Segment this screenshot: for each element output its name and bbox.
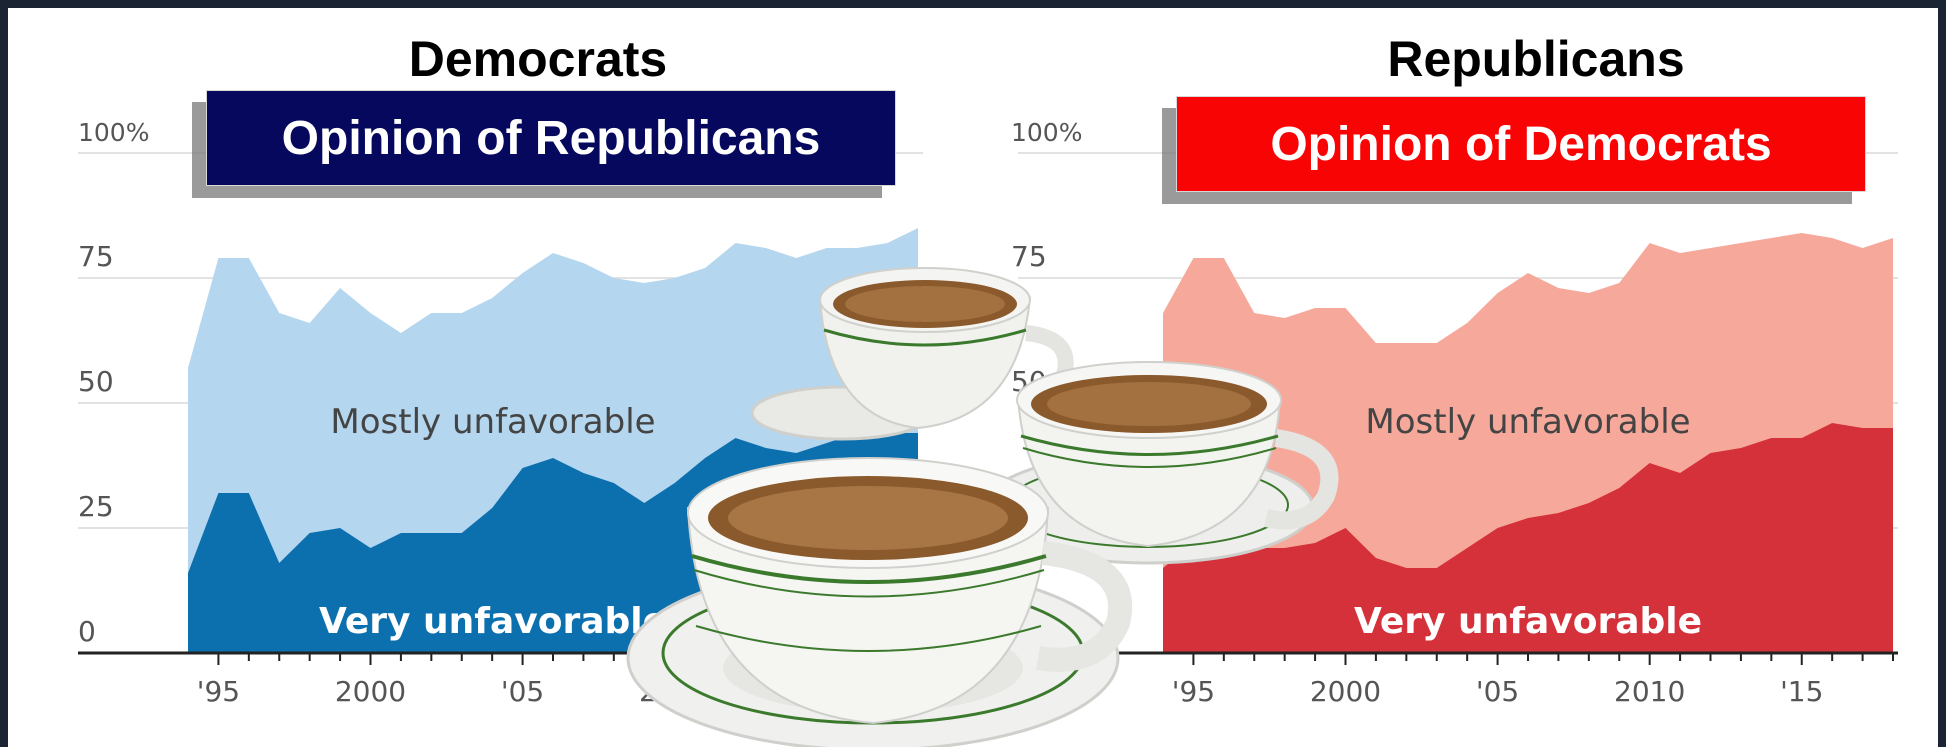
rep-x-tick-label: '95	[1172, 675, 1215, 708]
banner-opinion-of-democrats: Opinion of Democrats	[1176, 96, 1866, 192]
democrats-header: Democrats	[408, 31, 668, 87]
dem-annotation-very-unfavorable: Very unfavorable	[319, 601, 667, 642]
charts-canvas: 0 25 50 75 100% '95 2000 '05 2010 '15 Mostly unfav…	[78, 118, 1898, 747]
dem-x-tick-label: 2000	[335, 675, 406, 708]
rep-x-tick-label: '05	[1476, 675, 1519, 708]
rep-annotation-mostly-unfavorable: Mostly unfavorable	[1365, 402, 1690, 442]
rep-annotation-very-unfavorable: Very unfavorable	[1354, 601, 1702, 642]
dem-y-tick-label: 50	[78, 365, 114, 398]
slide: Democrats Republicans 0 25 50 75 100% '95 2000…	[8, 8, 1938, 747]
rep-x-tick-label: '15	[1780, 675, 1823, 708]
banner-right-text: Opinion of Democrats	[1270, 117, 1772, 171]
banner-left-text: Opinion of Republicans	[281, 111, 821, 165]
dem-y-tick-label: 0	[78, 615, 96, 648]
rep-y-tick-label: 75	[1011, 240, 1047, 273]
dem-x-tick-label: '05	[501, 675, 544, 708]
rep-area-very-unfavorable	[1163, 423, 1893, 653]
dem-annotation-mostly-unfavorable: Mostly unfavorable	[330, 402, 655, 442]
republicans-header: Republicans	[1387, 31, 1685, 87]
dem-y-tick-label: 75	[78, 240, 114, 273]
rep-x-tick-label: 2000	[1310, 675, 1381, 708]
rep-x-tick-label: 2010	[1614, 675, 1685, 708]
rep-y-tick-label: 100%	[1011, 118, 1082, 147]
dem-y-tick-label: 100%	[78, 118, 149, 147]
dem-x-tick-label: '95	[197, 675, 240, 708]
coffee-cups-icon	[626, 267, 1339, 747]
dem-y-tick-label: 25	[78, 490, 114, 523]
banner-opinion-of-republicans: Opinion of Republicans	[206, 90, 896, 186]
